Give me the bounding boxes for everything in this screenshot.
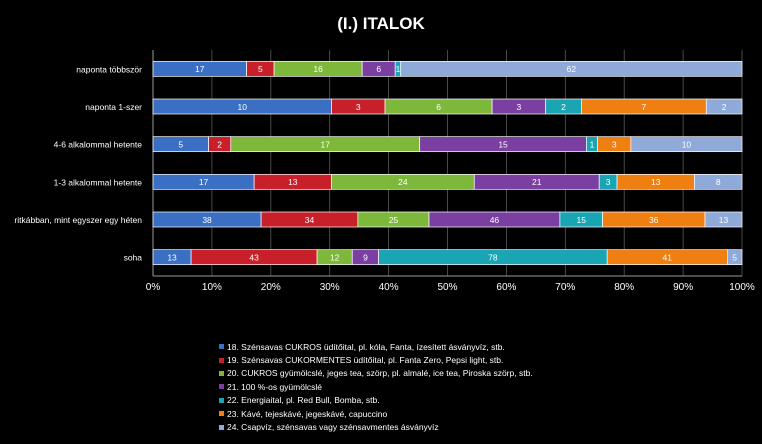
y-category-label: 4-6 alkalommal hetente <box>54 140 143 150</box>
legend-item: 21. 100 %-os gyümölcslé <box>219 380 533 393</box>
legend: 18. Szénsavas CUKROS üdítőital, pl. kóla… <box>219 340 533 434</box>
legend-item: 23. Kávé, tejeskávé, jegeskávé, capuccin… <box>219 407 533 420</box>
data-label: 17 <box>195 64 205 74</box>
y-category-label: ritkábban, mint egyszer egy héten <box>14 215 142 225</box>
x-tick-label: 50% <box>437 282 457 293</box>
data-label: 15 <box>498 139 508 149</box>
data-label: 13 <box>288 177 298 187</box>
legend-label: 22. Energiaital, pl. Red Bull, Bomba, st… <box>227 395 380 406</box>
x-tick-label: 100% <box>729 282 755 293</box>
legend-item: 22. Energiaital, pl. Red Bull, Bomba, st… <box>219 394 533 407</box>
data-label: 34 <box>305 215 315 225</box>
bar-segment <box>705 98 743 115</box>
legend-swatch <box>219 357 224 363</box>
data-label: 10 <box>238 102 248 112</box>
data-label: 8 <box>716 177 721 187</box>
data-label: 41 <box>663 252 673 262</box>
x-tick-label: 60% <box>496 282 516 293</box>
data-label: 13 <box>167 252 177 262</box>
data-label: 5 <box>732 252 737 262</box>
y-category-label: 1-3 alkalommal hetente <box>54 177 143 187</box>
bar-segment <box>726 249 743 266</box>
legend-swatch <box>219 424 224 430</box>
bar-segment <box>400 60 743 77</box>
data-label: 12 <box>330 252 340 262</box>
data-label: 16 <box>313 64 323 74</box>
data-label: 3 <box>356 102 361 112</box>
data-label: 6 <box>376 64 381 74</box>
data-label: 24 <box>398 177 408 187</box>
data-label: 9 <box>363 252 368 262</box>
data-label: 2 <box>722 102 727 112</box>
data-label: 21 <box>532 177 542 187</box>
bar-segment <box>704 211 743 228</box>
legend-swatch <box>219 397 224 403</box>
legend-item: 19. Szénsavas CUKORMENTES üdítőital, pl.… <box>219 353 533 366</box>
x-tick-label: 80% <box>614 282 634 293</box>
data-label: 13 <box>719 215 729 225</box>
data-label: 5 <box>258 64 263 74</box>
data-label: 46 <box>490 215 500 225</box>
data-label: 3 <box>606 177 611 187</box>
legend-label: 20. CUKROS gyümölcslé, jeges tea, szörp,… <box>227 368 533 379</box>
x-tick-label: 10% <box>202 282 222 293</box>
y-category-label: naponta 1-szer <box>85 102 142 112</box>
x-tick-label: 90% <box>673 282 693 293</box>
legend-label: 21. 100 %-os gyümölcslé <box>227 381 322 392</box>
legend-swatch <box>219 411 224 417</box>
legend-swatch <box>219 370 224 376</box>
legend-label: 18. Szénsavas CUKROS üdítőital, pl. kóla… <box>227 341 505 352</box>
data-label: 10 <box>682 139 692 149</box>
legend-swatch <box>219 384 224 390</box>
data-label: 3 <box>612 139 617 149</box>
bar-segment <box>630 136 743 153</box>
data-label: 1 <box>590 139 595 149</box>
data-label: 15 <box>576 215 586 225</box>
data-label: 25 <box>389 215 399 225</box>
data-label: 17 <box>321 139 331 149</box>
data-label: 43 <box>249 252 259 262</box>
data-label: 1 <box>396 64 401 74</box>
y-category-label: naponta többször <box>76 64 142 74</box>
y-category-label: soha <box>124 253 143 263</box>
data-label: 78 <box>488 252 498 262</box>
data-label: 36 <box>649 215 659 225</box>
x-tick-label: 0% <box>146 282 161 293</box>
x-tick-label: 30% <box>320 282 340 293</box>
legend-swatch <box>219 344 224 350</box>
data-label: 6 <box>436 102 441 112</box>
legend-label: 19. Szénsavas CUKORMENTES üdítőital, pl.… <box>227 355 504 366</box>
data-label: 2 <box>217 139 222 149</box>
chart-title: (I.) ITALOK <box>337 14 425 33</box>
x-tick-label: 70% <box>555 282 575 293</box>
data-label: 5 <box>178 139 183 149</box>
data-label: 2 <box>561 102 566 112</box>
data-label: 13 <box>651 177 661 187</box>
x-tick-label: 20% <box>261 282 281 293</box>
legend-item: 24. Csapvíz, szénsavas vagy szénsavmente… <box>219 420 533 433</box>
x-tick-label: 40% <box>379 282 399 293</box>
legend-label: 24. Csapvíz, szénsavas vagy szénsavmente… <box>227 422 439 433</box>
data-label: 7 <box>641 102 646 112</box>
data-label: 38 <box>202 215 212 225</box>
bar-segment <box>694 173 743 190</box>
plot-area: 0% 10% 20% 30% 40% 50% 60% 70% 80% 90% 100% naponta… <box>14 50 755 293</box>
legend-item: 18. Szénsavas CUKROS üdítőital, pl. kóla… <box>219 340 533 353</box>
legend-label: 23. Kávé, tejeskávé, jegeskávé, capuccin… <box>227 408 388 419</box>
data-label: 17 <box>199 177 209 187</box>
data-label: 3 <box>517 102 522 112</box>
legend-item: 20. CUKROS gyümölcslé, jeges tea, szörp,… <box>219 367 533 380</box>
data-label: 62 <box>567 64 577 74</box>
